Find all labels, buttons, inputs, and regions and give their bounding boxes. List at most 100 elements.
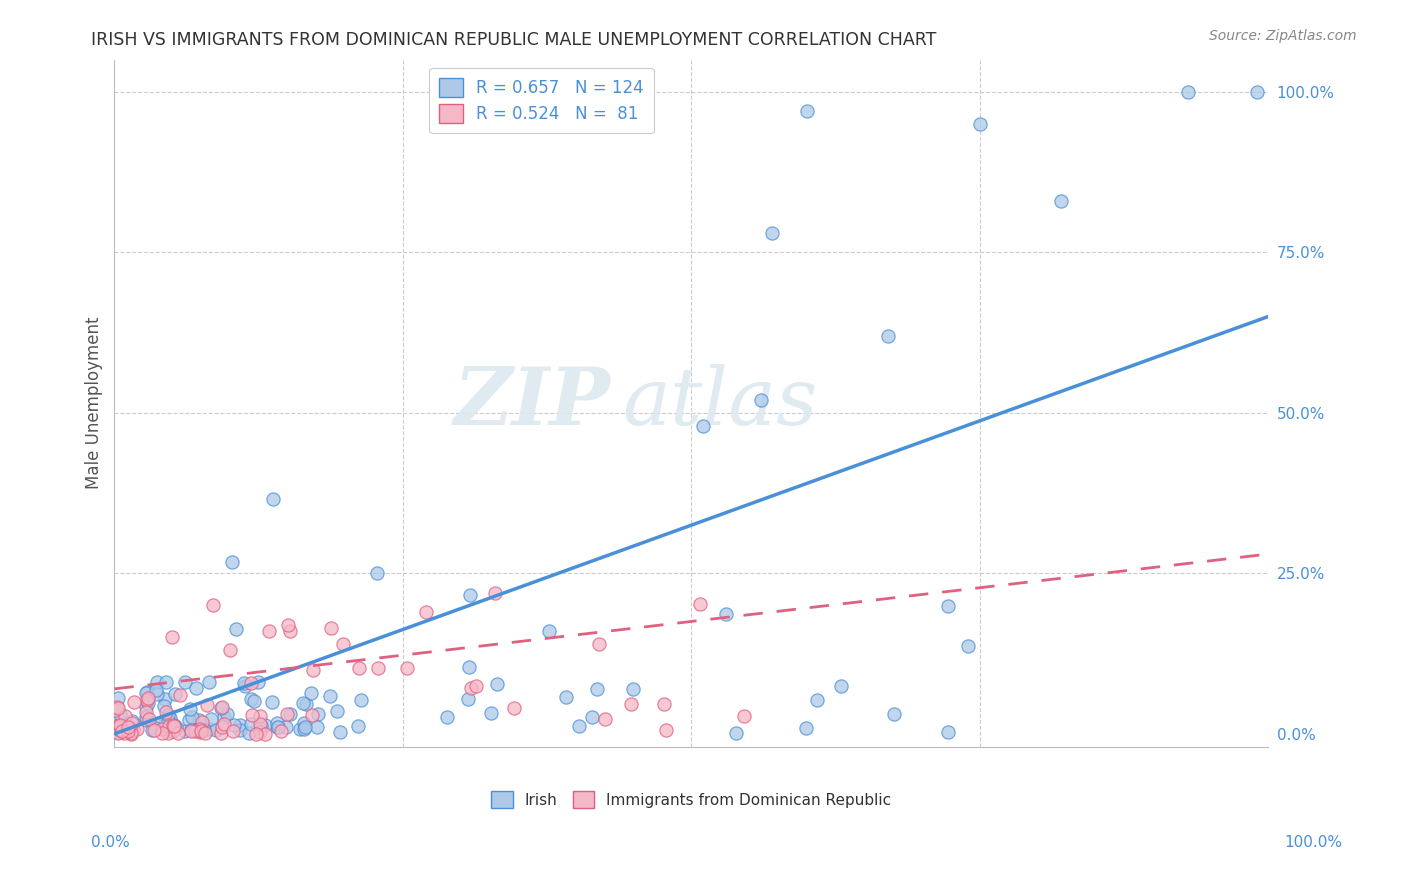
Point <box>457 660 479 674</box>
Point <box>179 702 201 716</box>
Point <box>249 725 271 739</box>
Point <box>117 723 139 738</box>
Point <box>163 718 186 732</box>
Point <box>229 723 252 737</box>
Point <box>136 696 159 710</box>
Point <box>201 598 224 612</box>
Point <box>262 492 284 507</box>
Point <box>162 724 184 739</box>
Point <box>249 717 271 731</box>
Point <box>120 726 142 740</box>
Point <box>135 692 157 706</box>
Point <box>221 723 243 738</box>
Point <box>136 684 159 698</box>
Point <box>240 708 263 723</box>
Point <box>114 726 136 740</box>
Point <box>194 726 217 740</box>
Point <box>301 708 323 723</box>
Point <box>122 723 145 737</box>
Point <box>692 418 714 433</box>
Point <box>299 686 322 700</box>
Point <box>111 724 134 739</box>
Point <box>148 715 170 730</box>
Point <box>211 700 233 714</box>
Point <box>278 624 301 639</box>
Point <box>239 692 262 706</box>
Point <box>593 712 616 726</box>
Point <box>212 710 235 724</box>
Point <box>1246 85 1268 99</box>
Point <box>212 717 235 731</box>
Point <box>110 725 132 739</box>
Point <box>166 726 188 740</box>
Point <box>115 719 138 733</box>
Point <box>105 719 128 733</box>
Point <box>117 720 139 734</box>
Point <box>107 701 129 715</box>
Point <box>253 726 276 740</box>
Point <box>288 723 311 737</box>
Point <box>278 706 301 721</box>
Point <box>142 723 165 738</box>
Point <box>232 675 254 690</box>
Point <box>188 725 211 739</box>
Point <box>127 723 149 737</box>
Point <box>121 715 143 730</box>
Point <box>1177 85 1199 99</box>
Point <box>761 226 783 240</box>
Point <box>229 718 252 732</box>
Point <box>830 679 852 693</box>
Point <box>181 710 204 724</box>
Point <box>200 712 222 726</box>
Point <box>218 643 240 657</box>
Point <box>367 661 389 675</box>
Point <box>245 727 267 741</box>
Point <box>145 682 167 697</box>
Point <box>107 722 129 736</box>
Point <box>266 716 288 731</box>
Point <box>191 714 214 729</box>
Point <box>163 687 186 701</box>
Point <box>157 726 180 740</box>
Point <box>276 617 298 632</box>
Point <box>156 707 179 722</box>
Point <box>107 722 129 736</box>
Point <box>193 723 215 737</box>
Point <box>260 695 283 709</box>
Text: IRISH VS IMMIGRANTS FROM DOMINICAN REPUBLIC MALE UNEMPLOYMENT CORRELATION CHART: IRISH VS IMMIGRANTS FROM DOMINICAN REPUB… <box>91 31 936 49</box>
Point <box>332 637 354 651</box>
Point <box>238 726 260 740</box>
Point <box>294 722 316 736</box>
Point <box>157 718 180 732</box>
Point <box>294 720 316 734</box>
Point <box>395 660 418 674</box>
Point <box>796 103 818 118</box>
Point <box>239 717 262 731</box>
Point <box>294 698 316 712</box>
Point <box>195 698 218 713</box>
Point <box>581 710 603 724</box>
Point <box>155 705 177 719</box>
Point <box>211 720 233 734</box>
Point <box>162 718 184 732</box>
Point <box>107 711 129 725</box>
Point <box>654 723 676 738</box>
Text: 0.0%: 0.0% <box>91 836 131 850</box>
Point <box>141 723 163 738</box>
Point <box>276 706 298 721</box>
Point <box>143 721 166 735</box>
Point <box>138 712 160 726</box>
Point <box>146 687 169 701</box>
Point <box>184 681 207 695</box>
Point <box>350 692 373 706</box>
Point <box>326 704 349 718</box>
Point <box>716 607 738 621</box>
Point <box>209 700 232 714</box>
Point <box>239 676 262 690</box>
Point <box>146 675 169 690</box>
Point <box>749 392 772 407</box>
Point <box>209 726 232 740</box>
Point <box>159 710 181 724</box>
Point <box>108 718 131 732</box>
Text: ZIP: ZIP <box>454 364 610 442</box>
